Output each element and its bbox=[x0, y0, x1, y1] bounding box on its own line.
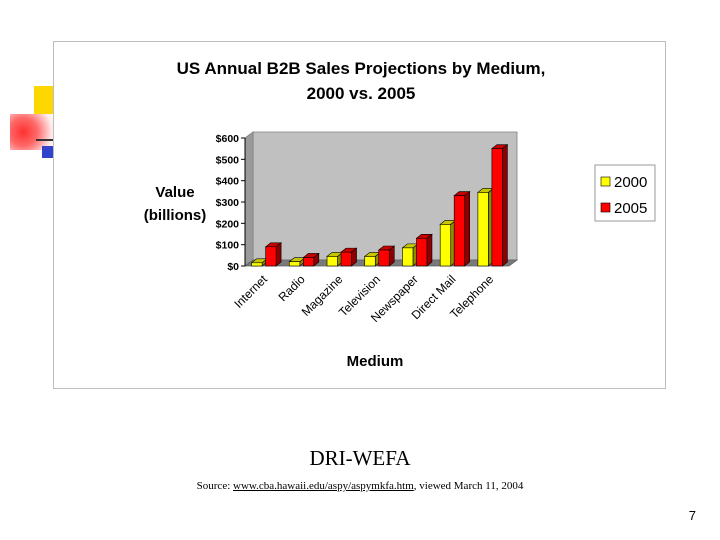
decor-blue-square bbox=[42, 146, 54, 158]
decor-red-blot bbox=[10, 114, 54, 150]
bar-2005-direct-mail bbox=[453, 190, 471, 267]
source-prefix: Source: bbox=[196, 480, 234, 492]
source-link[interactable]: www.cba.hawaii.edu/aspy/aspymkfa.htm bbox=[233, 480, 414, 492]
chart-title-line-1: US Annual B2B Sales Projections by Mediu… bbox=[177, 59, 546, 78]
bar-2000-radio bbox=[288, 257, 306, 267]
legend-swatch-2000 bbox=[600, 176, 611, 187]
x-axis-title: Medium bbox=[347, 353, 404, 370]
category-label-internet: Internet bbox=[231, 272, 270, 311]
y-axis-title-line-2: (billions) bbox=[144, 207, 207, 224]
y-tick-label: $400 bbox=[216, 176, 240, 188]
decor-yellow-square bbox=[34, 86, 56, 114]
legend-label-2005: 2005 bbox=[614, 200, 647, 217]
y-tick-label: $600 bbox=[216, 133, 240, 145]
decor-line bbox=[36, 139, 56, 141]
y-tick-label: $300 bbox=[216, 197, 240, 209]
y-tick-label: $200 bbox=[216, 218, 240, 230]
y-tick-label: $500 bbox=[216, 154, 240, 166]
source-name: DRI-WEFA bbox=[309, 446, 411, 470]
chart-title-line-2: 2000 vs. 2005 bbox=[307, 84, 416, 103]
source-citation: Source: www.cba.hawaii.edu/aspy/aspymkfa… bbox=[0, 480, 720, 492]
chart-frame: US Annual B2B Sales Projections by Mediu… bbox=[53, 41, 666, 389]
bar-2000-magazine bbox=[326, 251, 344, 267]
source-suffix: , viewed March 11, 2004 bbox=[413, 480, 524, 492]
page-number: 7 bbox=[688, 508, 696, 523]
bar-2005-radio bbox=[302, 252, 320, 267]
bar-2000-direct-mail bbox=[439, 219, 457, 267]
plot-side-wall bbox=[244, 131, 254, 267]
plot-back-wall bbox=[252, 131, 518, 261]
legend-swatch-2005 bbox=[600, 202, 611, 213]
bar-2005-television bbox=[377, 245, 396, 267]
bar-2005-newspaper bbox=[415, 233, 433, 267]
legend-label-2000: 2000 bbox=[614, 174, 647, 191]
y-tick-label: $0 bbox=[227, 261, 239, 273]
y-tick-label: $100 bbox=[216, 240, 240, 252]
bar-2005-internet bbox=[264, 242, 282, 267]
bar-chart: US Annual B2B Sales Projections by Mediu… bbox=[144, 59, 656, 370]
bar-2000-television bbox=[363, 251, 382, 267]
y-axis-title-line-1: Value bbox=[155, 184, 194, 201]
bar-2005-magazine bbox=[340, 247, 358, 267]
category-label-radio: Radio bbox=[276, 272, 308, 304]
bar-2000-internet bbox=[250, 258, 268, 267]
bar-2005-telephone bbox=[491, 144, 509, 267]
bar-2000-telephone bbox=[477, 187, 495, 267]
bar-2000-newspaper bbox=[401, 243, 419, 267]
